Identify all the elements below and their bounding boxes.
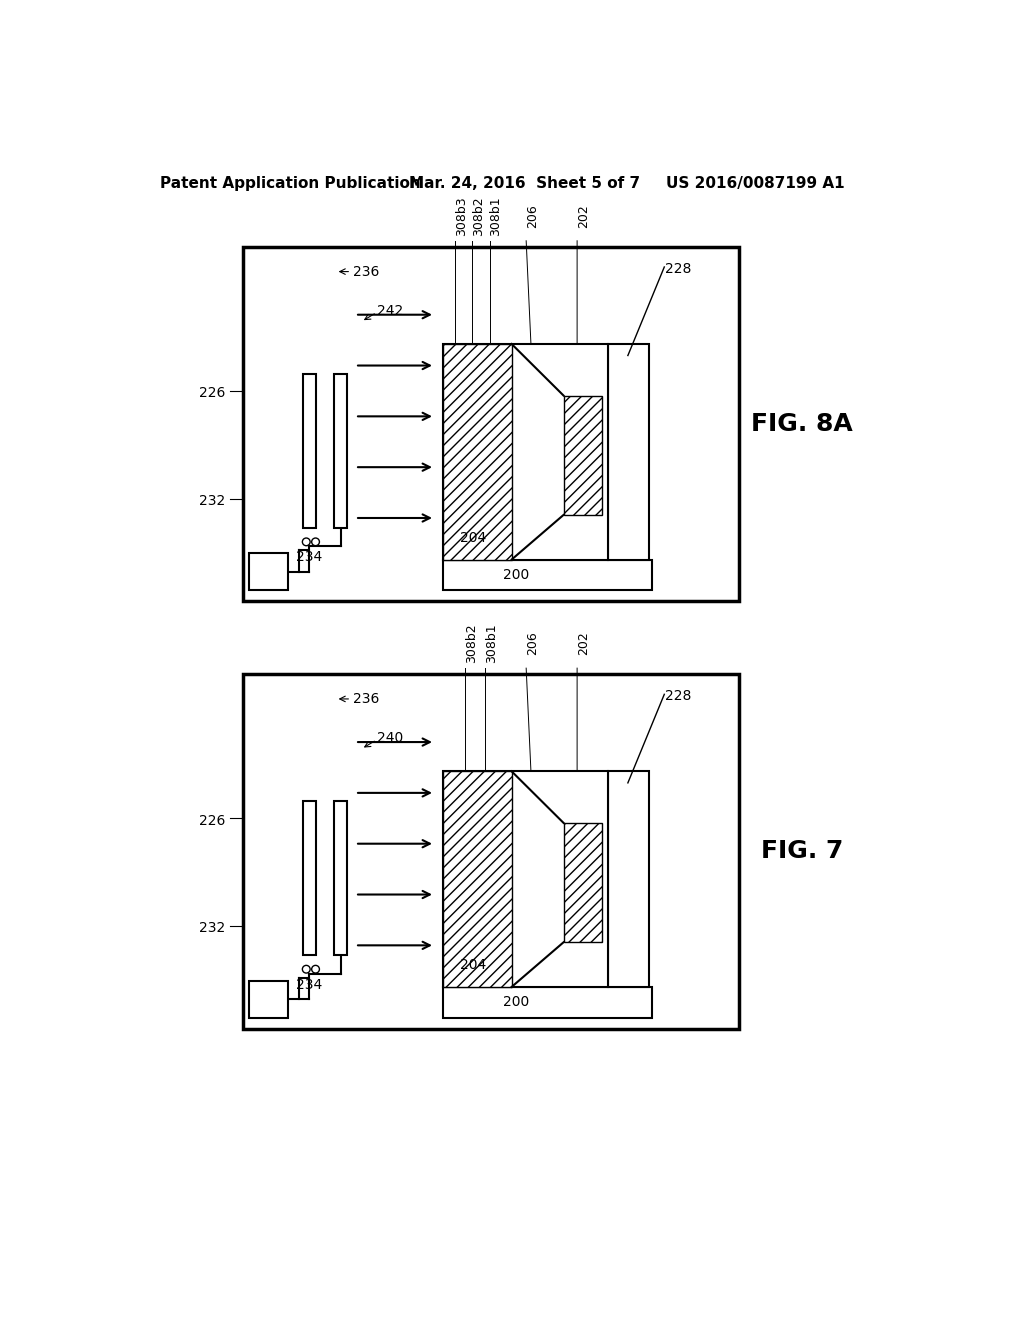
Text: 204: 204 bbox=[460, 531, 486, 545]
Bar bbox=[442, 987, 652, 1018]
Bar bbox=[334, 374, 347, 528]
Text: 236: 236 bbox=[352, 692, 379, 706]
Text: 308b3: 308b3 bbox=[455, 197, 468, 236]
Text: 202: 202 bbox=[578, 632, 590, 655]
Text: Patent Application Publication: Patent Application Publication bbox=[161, 176, 421, 190]
Bar bbox=[249, 553, 288, 590]
Bar bbox=[563, 822, 602, 942]
Text: 226: 226 bbox=[200, 387, 225, 400]
Bar bbox=[243, 675, 738, 1028]
Bar bbox=[303, 801, 316, 956]
Bar bbox=[607, 771, 649, 987]
Bar bbox=[442, 345, 512, 560]
Text: 206: 206 bbox=[526, 205, 540, 228]
Bar bbox=[243, 247, 738, 601]
Bar bbox=[249, 981, 288, 1018]
Text: 234: 234 bbox=[296, 978, 323, 991]
Text: Mar. 24, 2016  Sheet 5 of 7: Mar. 24, 2016 Sheet 5 of 7 bbox=[410, 176, 640, 190]
Bar bbox=[442, 771, 607, 987]
Text: 308b1: 308b1 bbox=[485, 623, 499, 664]
Text: 226: 226 bbox=[200, 813, 225, 828]
Text: 228: 228 bbox=[665, 261, 691, 276]
Text: 308b1: 308b1 bbox=[489, 197, 503, 236]
Text: 228: 228 bbox=[665, 689, 691, 702]
Text: 200: 200 bbox=[503, 995, 529, 1010]
Bar bbox=[607, 345, 649, 560]
Bar bbox=[334, 801, 347, 956]
Bar bbox=[442, 771, 512, 987]
Text: 308b2: 308b2 bbox=[472, 197, 485, 236]
Text: 240: 240 bbox=[377, 731, 403, 746]
Text: 204: 204 bbox=[460, 958, 486, 973]
Text: 202: 202 bbox=[578, 205, 590, 228]
Text: 308b2: 308b2 bbox=[465, 623, 478, 664]
Text: 234: 234 bbox=[296, 550, 323, 564]
Text: 232: 232 bbox=[200, 494, 225, 508]
Text: 242: 242 bbox=[377, 304, 403, 318]
Text: US 2016/0087199 A1: US 2016/0087199 A1 bbox=[667, 176, 845, 190]
Text: FIG. 7: FIG. 7 bbox=[761, 840, 844, 863]
Bar bbox=[442, 345, 607, 560]
Text: 206: 206 bbox=[526, 632, 540, 655]
Bar bbox=[442, 560, 652, 590]
Text: FIG. 8A: FIG. 8A bbox=[752, 412, 853, 436]
Text: 236: 236 bbox=[352, 264, 379, 279]
Bar bbox=[303, 374, 316, 528]
Text: 200: 200 bbox=[503, 568, 529, 582]
Bar bbox=[563, 396, 602, 515]
Text: 232: 232 bbox=[200, 921, 225, 936]
